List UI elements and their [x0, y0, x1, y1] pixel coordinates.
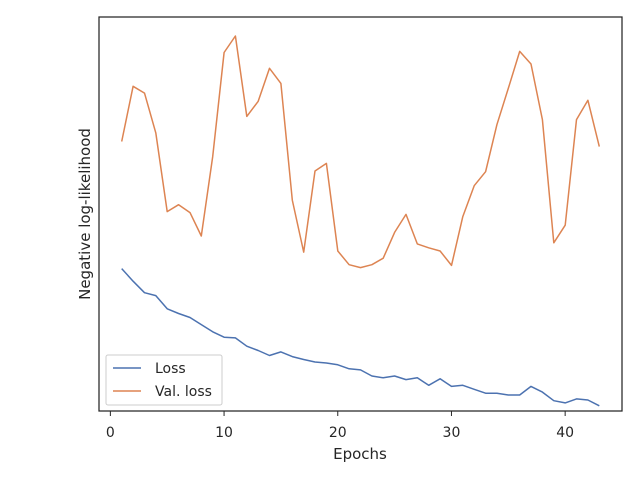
x-axis-ticks: 0 10 20 30 40 — [106, 411, 574, 441]
legend-label-val-loss: Val. loss — [155, 384, 212, 400]
plot-frame — [98, 16, 623, 412]
x-tick-label: 40 — [556, 425, 574, 441]
series-line-loss — [121, 268, 600, 407]
x-tick-label: 30 — [443, 425, 461, 441]
x-tick-label: 0 — [106, 425, 115, 441]
plot-series-group — [120, 35, 601, 407]
x-tick-label: 10 — [215, 425, 233, 441]
legend-label-loss: Loss — [155, 361, 186, 377]
x-axis-label: Epochs — [333, 445, 387, 463]
x-tick-label: 20 — [329, 425, 347, 441]
y-axis-label: Negative log-likelihood — [76, 128, 94, 300]
legend: Loss Val. loss — [105, 354, 223, 406]
series-line-val-loss — [120, 35, 601, 269]
